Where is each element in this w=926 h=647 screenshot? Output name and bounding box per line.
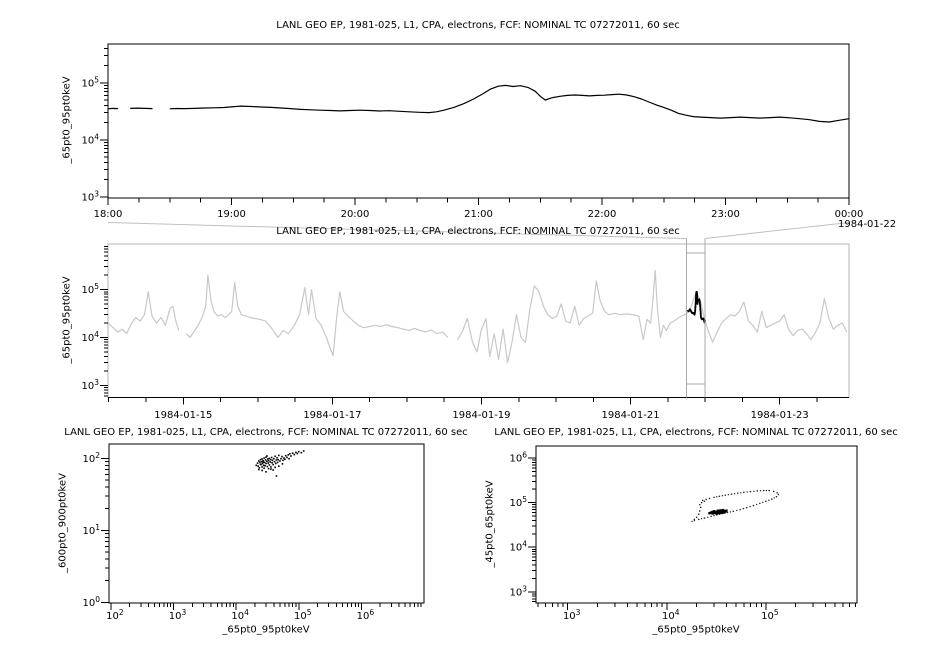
svg-text:105: 105: [294, 608, 312, 622]
svg-text:103: 103: [509, 584, 527, 598]
zoom-connector-lines: [107, 222, 850, 239]
plot3-title: LANL GEO EP, 1981-025, L1, CPA, electron…: [64, 427, 468, 438]
svg-text:102: 102: [106, 608, 124, 622]
plot4-title: LANL GEO EP, 1981-025, L1, CPA, electron…: [494, 427, 898, 438]
plot4-y-axis-label: _45pt0_65pt0keV: [484, 480, 496, 568]
svg-text:103: 103: [169, 608, 187, 622]
svg-text:106: 106: [357, 608, 375, 622]
svg-text:00:00: 00:00: [835, 209, 864, 220]
svg-text:103: 103: [81, 189, 99, 203]
svg-text:18:00: 18:00: [94, 209, 123, 220]
svg-text:104: 104: [81, 330, 99, 344]
svg-text:103: 103: [563, 608, 581, 622]
svg-text:1984-01-21: 1984-01-21: [602, 410, 660, 421]
context-timeseries-plot[interactable]: 1984-01-15 1984-01-17 1984-01-19 1984-01-21…: [81, 243, 850, 421]
svg-text:101: 101: [82, 523, 100, 537]
svg-text:106: 106: [509, 451, 527, 465]
svg-text:105: 105: [761, 608, 779, 622]
svg-text:100: 100: [82, 595, 100, 609]
svg-text:104: 104: [662, 608, 680, 622]
plot1-title: LANL GEO EP, 1981-025, L1, CPA, electron…: [276, 20, 680, 31]
svg-text:105: 105: [509, 495, 527, 509]
plot3-x-axis-label: _65pt0_95pt0keV: [222, 624, 310, 636]
svg-text:104: 104: [509, 540, 527, 554]
selection-box[interactable]: [685, 238, 706, 398]
plot2-title: LANL GEO EP, 1981-025, L1, CPA, electron…: [276, 226, 680, 237]
plot1-x-axis-date-label: 1984-01-22: [838, 219, 897, 230]
plot3-y-axis-label: _600pt0_900pt0keV: [57, 473, 69, 573]
svg-text:21:00: 21:00: [464, 209, 493, 220]
scatter-plot-45-65[interactable]: 103 104 105 103 104 105 106: [509, 445, 858, 622]
plot2-y-axis-label: _65pt0_95pt0keV: [61, 276, 73, 364]
svg-text:104: 104: [231, 608, 249, 622]
svg-text:19:00: 19:00: [217, 209, 246, 220]
svg-text:1984-01-17: 1984-01-17: [303, 410, 361, 421]
svg-text:1984-01-15: 1984-01-15: [154, 410, 212, 421]
svg-text:105: 105: [81, 282, 99, 296]
scatter-plot-600-900[interactable]: 102 103 104 105 106 100 101 102: [82, 443, 425, 622]
plot1-y-axis-label: _65pt0_95pt0keV: [61, 76, 73, 164]
svg-text:102: 102: [82, 451, 100, 465]
svg-text:1984-01-23: 1984-01-23: [751, 410, 809, 421]
svg-text:20:00: 20:00: [341, 209, 370, 220]
svg-text:1984-01-19: 1984-01-19: [452, 410, 510, 421]
svg-text:105: 105: [81, 75, 99, 89]
plot4-x-axis-label: _65pt0_95pt0keV: [652, 624, 740, 636]
svg-text:23:00: 23:00: [711, 209, 740, 220]
svg-text:103: 103: [81, 378, 99, 392]
svg-text:22:00: 22:00: [588, 209, 617, 220]
svg-text:104: 104: [81, 132, 99, 146]
detail-timeseries-plot[interactable]: 18:00 19:00 20:00 21:00 22:00 23:00 00:00 103 10…: [81, 43, 864, 220]
